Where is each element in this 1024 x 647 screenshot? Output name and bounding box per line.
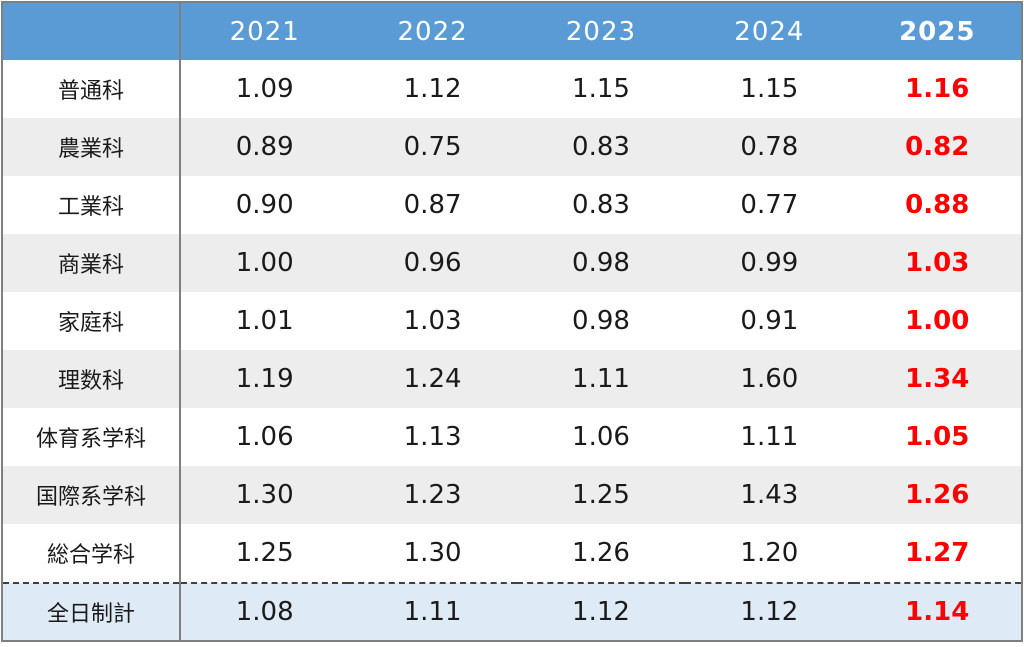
- value-cell: 1.30: [180, 466, 349, 524]
- total-value-cell: 1.12: [685, 582, 854, 641]
- year-header: 2024: [685, 2, 854, 60]
- row-label: 理数科: [2, 350, 181, 408]
- table-row: 総合学科 1.25 1.30 1.26 1.20 1.27: [2, 524, 1022, 583]
- table-row: 家庭科 1.01 1.03 0.98 0.91 1.00: [2, 292, 1022, 350]
- value-cell: 1.60: [685, 350, 854, 408]
- total-value-cell: 1.08: [180, 582, 349, 641]
- table-row: 国際系学科 1.30 1.23 1.25 1.43 1.26: [2, 466, 1022, 524]
- value-cell: 1.26: [572, 538, 630, 568]
- total-value-cell: 1.11: [348, 582, 517, 641]
- value-cell: 1.24: [348, 350, 517, 408]
- row-label: 工業科: [2, 176, 181, 234]
- value-cell: 1.09: [235, 74, 294, 104]
- value-cell: 0.83: [572, 190, 630, 220]
- total-row-label: 全日制計: [2, 582, 181, 641]
- table-row: 商業科 1.00 0.96 0.98 0.99 1.03: [2, 234, 1022, 292]
- value-cell: 0.77: [740, 190, 799, 220]
- row-label: 国際系学科: [2, 466, 181, 524]
- value-cell: 1.20: [740, 538, 799, 568]
- value-cell: 1.06: [235, 422, 294, 452]
- value-cell-latest: 1.03: [853, 234, 1022, 292]
- value-cell-latest: 1.26: [853, 466, 1022, 524]
- row-label: 家庭科: [2, 292, 181, 350]
- value-cell: 1.03: [403, 306, 462, 336]
- value-cell: 1.15: [740, 74, 799, 104]
- value-cell: 1.15: [572, 74, 630, 104]
- value-cell-latest: 0.88: [905, 190, 970, 220]
- value-cell-latest: 0.82: [853, 118, 1022, 176]
- value-cell: 0.87: [403, 190, 462, 220]
- row-label: 商業科: [2, 234, 181, 292]
- row-label: 体育系学科: [2, 408, 181, 466]
- year-header: 2022: [348, 2, 517, 60]
- value-cell: 1.00: [180, 234, 349, 292]
- total-row: 全日制計 1.08 1.11 1.12 1.12 1.14: [2, 582, 1022, 641]
- value-cell: 0.98: [572, 306, 630, 336]
- row-label: 総合学科: [2, 524, 181, 583]
- value-cell: 1.11: [516, 350, 686, 408]
- value-cell: 1.12: [403, 74, 462, 104]
- row-label: 普通科: [2, 60, 181, 118]
- table-row: 農業科 0.89 0.75 0.83 0.78 0.82: [2, 118, 1022, 176]
- value-cell: 0.99: [685, 234, 854, 292]
- header-row: 2021 2022 2023 2024 2025: [2, 2, 1022, 60]
- header-corner-cell: [2, 2, 181, 60]
- table-row: 工業科 0.90 0.87 0.83 0.77 0.88: [2, 176, 1022, 234]
- value-cell: 0.98: [516, 234, 686, 292]
- year-header: 2021: [180, 2, 349, 60]
- value-cell: 1.06: [572, 422, 630, 452]
- value-cell: 0.83: [516, 118, 686, 176]
- table-row: 体育系学科 1.06 1.13 1.06 1.11 1.05: [2, 408, 1022, 466]
- table-row: 普通科 1.09 1.12 1.15 1.15 1.16: [2, 60, 1022, 118]
- row-label: 農業科: [2, 118, 181, 176]
- value-cell: 1.30: [403, 538, 462, 568]
- value-cell: 0.78: [685, 118, 854, 176]
- value-cell-latest: 1.16: [905, 74, 970, 104]
- year-header: 2023: [516, 2, 686, 60]
- value-cell: 0.96: [348, 234, 517, 292]
- value-cell-latest: 1.34: [853, 350, 1022, 408]
- value-cell: 1.01: [235, 306, 294, 336]
- value-cell: 1.25: [516, 466, 686, 524]
- total-value-cell: 1.12: [516, 582, 686, 641]
- value-cell: 1.43: [685, 466, 854, 524]
- value-cell: 1.13: [403, 422, 462, 452]
- value-cell: 1.23: [348, 466, 517, 524]
- value-cell: 0.75: [348, 118, 517, 176]
- value-cell: 0.91: [740, 306, 799, 336]
- total-value-cell-latest: 1.14: [853, 582, 1022, 641]
- value-cell: 1.11: [740, 422, 799, 452]
- value-cell: 0.90: [235, 190, 294, 220]
- value-cell: 1.19: [180, 350, 349, 408]
- table-row: 理数科 1.19 1.24 1.11 1.60 1.34: [2, 350, 1022, 408]
- value-cell: 1.25: [235, 538, 294, 568]
- value-cell-latest: 1.27: [905, 538, 970, 568]
- year-header-latest: 2025: [853, 2, 1022, 60]
- value-cell: 0.89: [180, 118, 349, 176]
- value-cell-latest: 1.00: [905, 306, 970, 336]
- value-cell-latest: 1.05: [905, 422, 970, 452]
